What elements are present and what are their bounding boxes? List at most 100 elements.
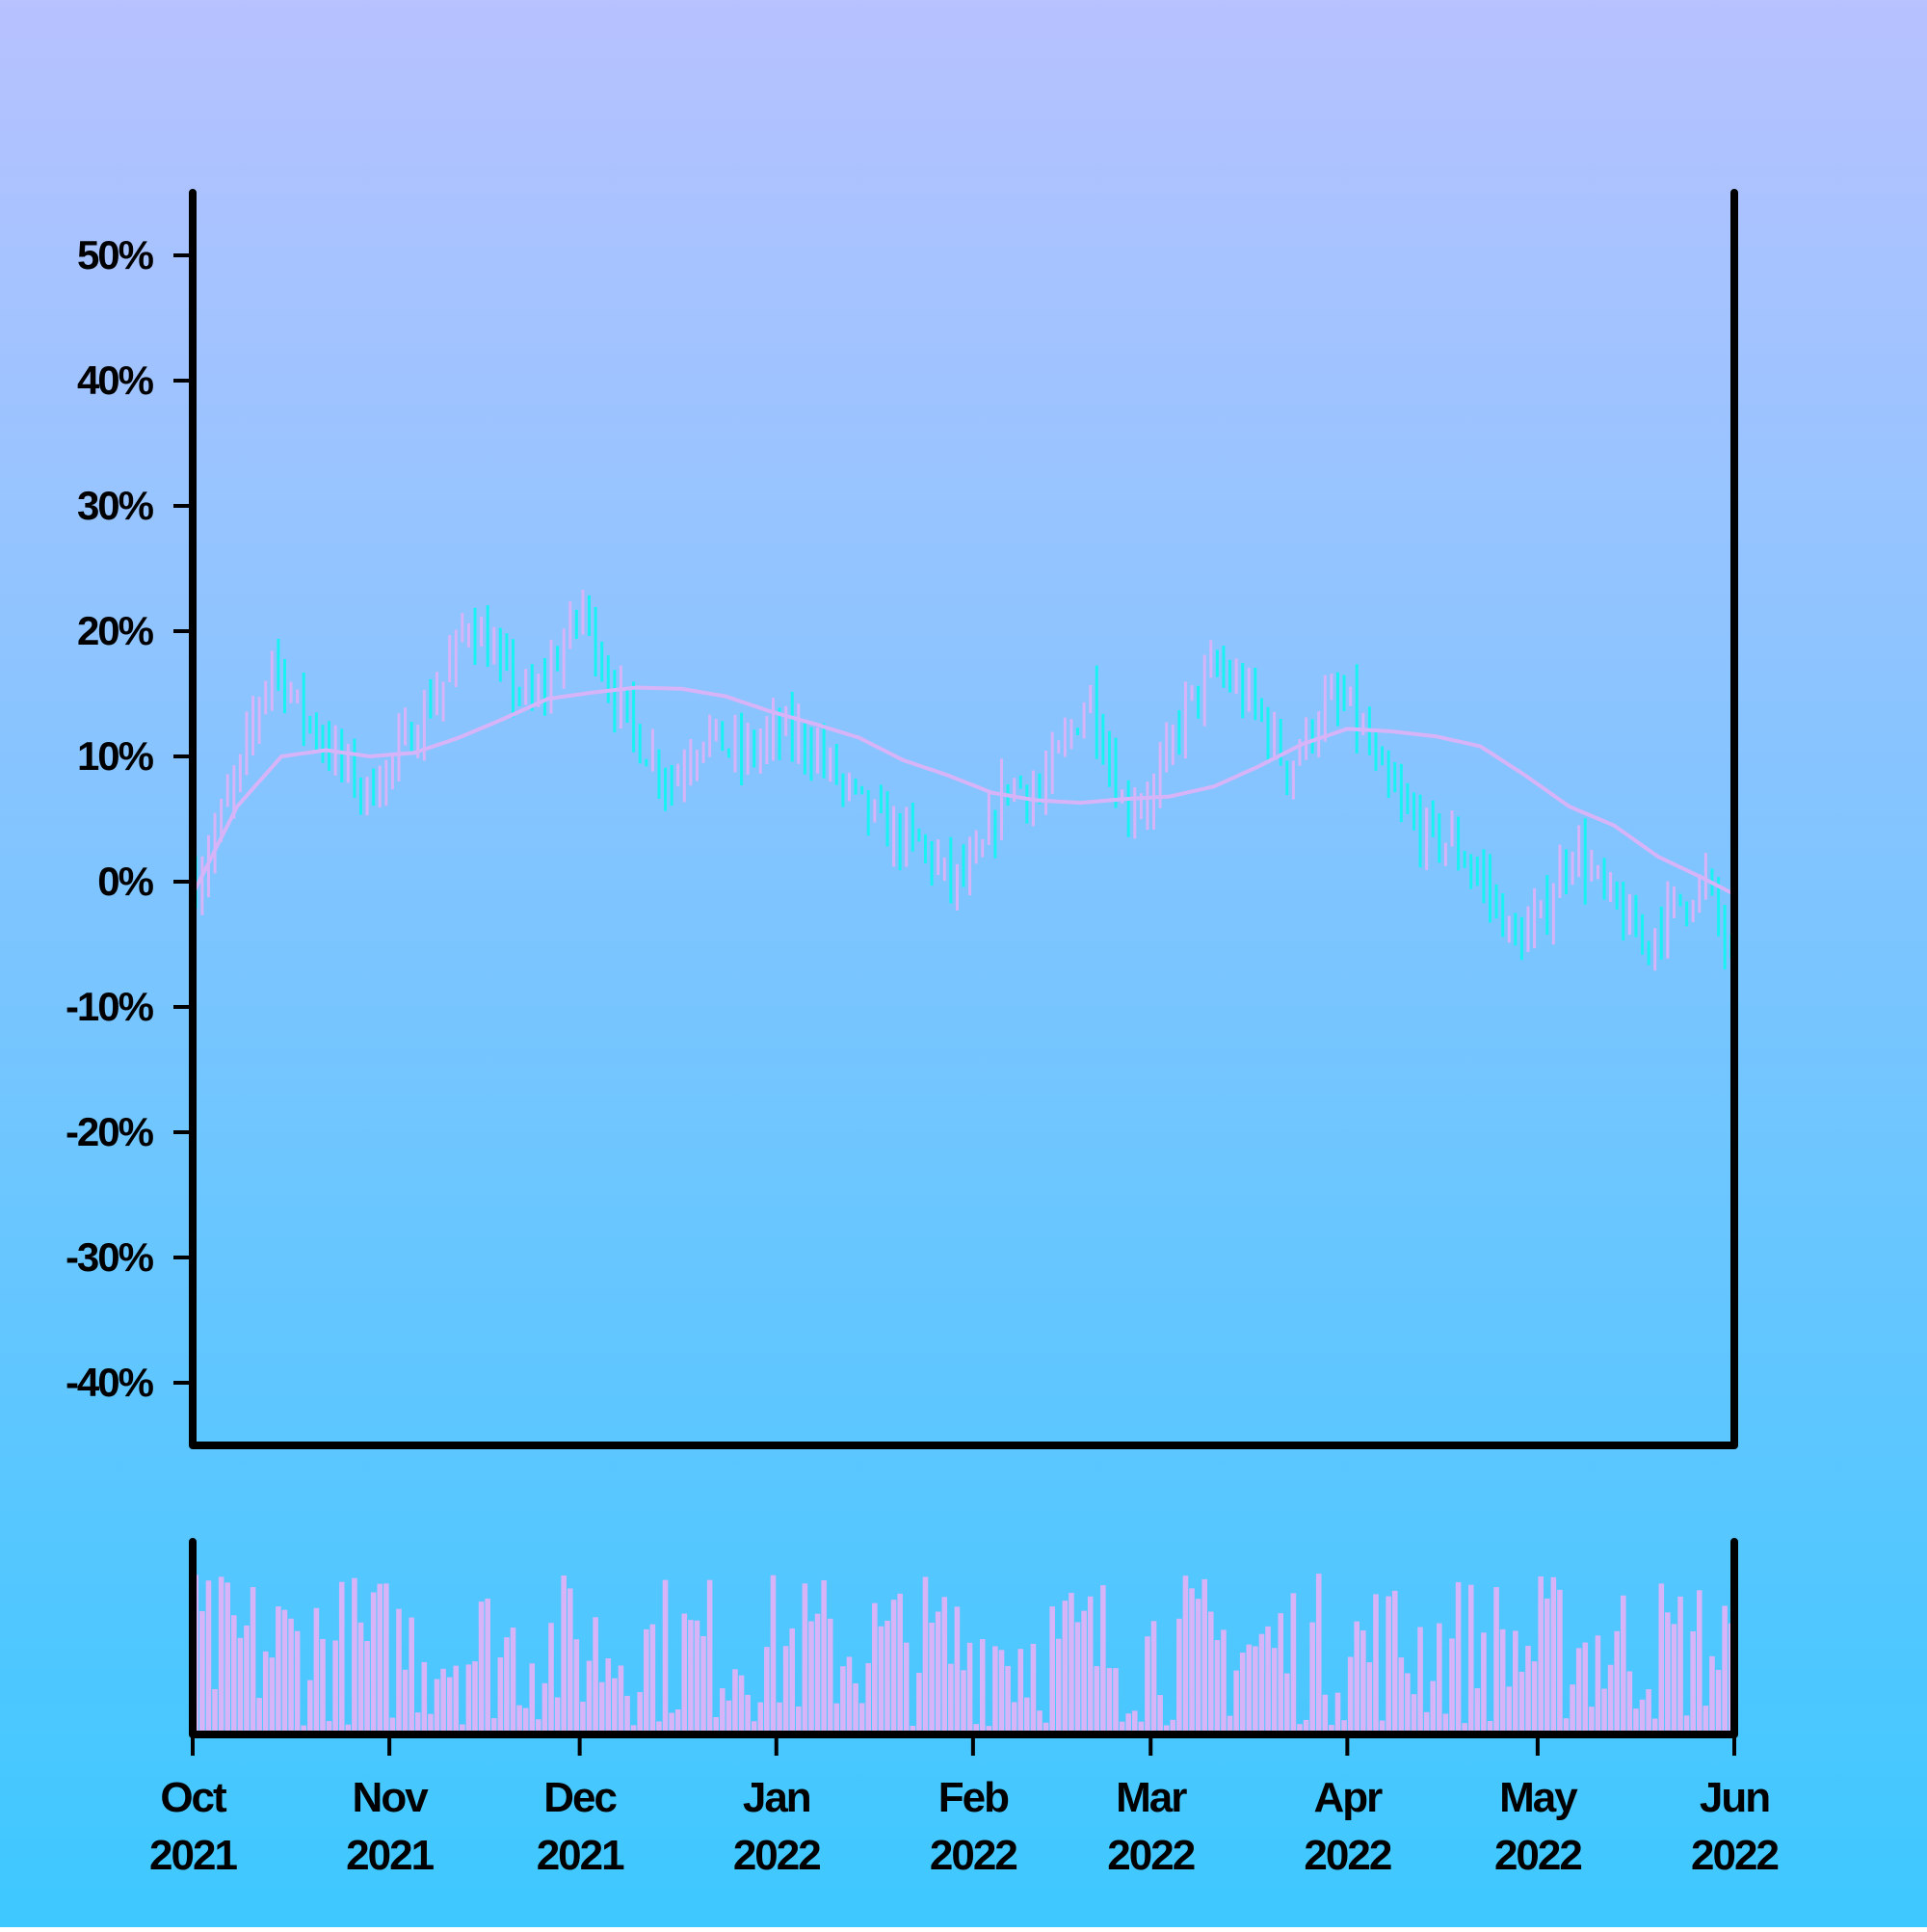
volume-bar — [490, 1718, 497, 1734]
volume-bar — [903, 1642, 910, 1734]
volume-bar — [1157, 1695, 1163, 1734]
x-ticks-group: Oct 2021 Nov 2021 Dec 2021 Jan 2022 Feb 2022 Mar 20… — [149, 1734, 1780, 1879]
volume-bar — [1589, 1707, 1595, 1734]
volume-bar — [1037, 1710, 1043, 1734]
volume-bar — [694, 1620, 700, 1734]
moving-average-group — [191, 685, 1735, 896]
volume-bar — [777, 1702, 782, 1734]
volume-bar — [1360, 1630, 1366, 1734]
volume-bar — [935, 1611, 941, 1734]
volume-bar — [814, 1613, 821, 1734]
volume-bar — [782, 1646, 789, 1734]
volume-bar — [605, 1658, 612, 1734]
volume-bar — [618, 1665, 624, 1734]
volume-bar — [1227, 1715, 1233, 1734]
volume-bar — [1258, 1633, 1265, 1734]
moving-average-line — [191, 685, 1735, 896]
volume-bar — [377, 1583, 383, 1734]
volume-bar — [1518, 1671, 1525, 1734]
volume-bar — [1055, 1638, 1062, 1734]
volume-bar — [1207, 1611, 1214, 1734]
volume-bar — [1074, 1622, 1081, 1734]
volume-bar — [1703, 1706, 1709, 1734]
volume-bar — [700, 1635, 706, 1734]
volume-bar — [389, 1717, 396, 1734]
volume-bar — [1626, 1671, 1633, 1734]
volume-bar — [922, 1576, 929, 1734]
volume-bar — [1049, 1606, 1055, 1734]
volume-bar — [979, 1639, 986, 1734]
y-tick-label: -20% — [66, 1109, 154, 1154]
volume-bar — [948, 1663, 954, 1734]
volume-bar — [649, 1624, 656, 1734]
volume-bar — [1113, 1668, 1119, 1734]
volume-bar — [1221, 1629, 1227, 1734]
volume-bar — [1131, 1710, 1138, 1734]
volume-bar — [1366, 1662, 1373, 1734]
volume-bar — [1271, 1648, 1278, 1734]
x-tick-month-label: Jun — [1700, 1774, 1769, 1821]
volume-bar — [1430, 1681, 1437, 1734]
volume-bar — [1651, 1718, 1658, 1734]
volume-bar — [1069, 1593, 1074, 1734]
volume-bar — [1467, 1584, 1474, 1734]
volume-bar — [808, 1621, 814, 1734]
volume-bar — [345, 1724, 352, 1734]
volume-bar — [821, 1579, 827, 1734]
volume-bar — [1011, 1702, 1017, 1734]
volume-bar — [1094, 1666, 1100, 1734]
volume-bar — [1005, 1665, 1011, 1734]
volume-bar — [396, 1608, 402, 1734]
volume-bar — [414, 1712, 421, 1734]
volume-bar — [460, 1724, 465, 1734]
volume-bar — [751, 1721, 757, 1734]
volume-bar — [1487, 1720, 1493, 1734]
volume-bar — [567, 1588, 573, 1734]
volume-bar — [1290, 1593, 1297, 1734]
volume-bar — [884, 1620, 890, 1734]
volume-bar — [662, 1579, 669, 1734]
volume-bar — [872, 1602, 878, 1734]
volume-bar — [1696, 1590, 1703, 1734]
volume-bar — [713, 1716, 720, 1734]
y-tick-label: -40% — [66, 1360, 154, 1405]
volume-bar — [961, 1670, 966, 1734]
volume-bar — [541, 1682, 548, 1734]
volume-bar — [1284, 1673, 1290, 1734]
volume-bar — [1233, 1670, 1239, 1734]
volume-bar — [364, 1641, 370, 1734]
volume-bar — [231, 1615, 237, 1734]
volume-bar — [593, 1617, 598, 1734]
volume-bar — [301, 1725, 307, 1734]
volume-bar — [1525, 1646, 1531, 1734]
volume-bar — [326, 1721, 332, 1734]
volume-bar — [910, 1725, 916, 1734]
volume-bar — [446, 1677, 453, 1734]
volume-bar — [554, 1697, 561, 1734]
volume-bar — [833, 1703, 840, 1734]
volume-bar — [688, 1620, 694, 1734]
volume-bar — [770, 1575, 777, 1734]
volume-bar — [536, 1719, 541, 1734]
volume-bar — [897, 1593, 903, 1734]
y-tick-label: 0% — [97, 859, 153, 904]
volume-bar — [497, 1656, 504, 1734]
y-tick-label: 50% — [77, 232, 154, 278]
volume-bar — [1309, 1622, 1315, 1734]
volume-bar — [1297, 1724, 1303, 1734]
volume-bar — [434, 1679, 440, 1734]
volume-bar — [1493, 1587, 1499, 1734]
volume-bar — [199, 1611, 205, 1734]
volume-bar — [478, 1601, 485, 1734]
volume-bars-group — [193, 1574, 1734, 1734]
volume-bar — [1239, 1653, 1246, 1734]
volume-bar — [1665, 1612, 1671, 1734]
volume-bar — [1150, 1621, 1157, 1734]
volume-bar — [1513, 1630, 1518, 1734]
volume-bar — [1423, 1711, 1430, 1734]
volume-bar — [465, 1664, 472, 1734]
volume-bar — [706, 1579, 713, 1734]
volume-bar — [1087, 1596, 1094, 1734]
volume-bar — [352, 1577, 357, 1734]
